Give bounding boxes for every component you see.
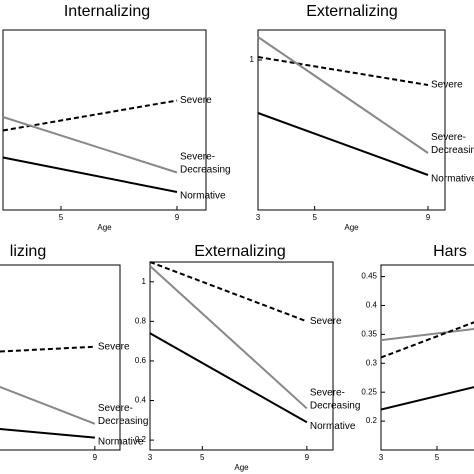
panel-title: Externalizing xyxy=(194,243,286,260)
series-line xyxy=(0,385,96,425)
x-tick-label: 9 xyxy=(93,453,98,462)
plot-frame xyxy=(2,29,207,211)
x-tick-label: 9 xyxy=(426,213,431,222)
y-tick-label: 0.35 xyxy=(361,329,377,338)
series-line xyxy=(149,261,308,323)
series-label: Severe xyxy=(431,80,463,91)
panel: Internalizing Age 5 9 Severe Severe-Decreasin… xyxy=(2,3,231,232)
x-tick-label: 3 xyxy=(379,453,384,462)
x-tick-label: 3 xyxy=(148,453,153,462)
panel-title: Externalizing xyxy=(306,3,398,20)
series-label: Severe-Decreasing xyxy=(180,151,231,175)
y-tick-label: 0.45 xyxy=(361,272,377,281)
panel-title: Internalizing xyxy=(64,3,150,20)
plot-frame xyxy=(380,264,474,451)
panel: Externalizing Age 3 5 9 1 Severe Severe-Decreas… xyxy=(250,3,474,232)
series-label: Severe-Decreasing xyxy=(431,132,474,156)
plot-frame xyxy=(149,261,334,451)
panel: Hars 3 5 0.2 0.25 0.3 0.35 0.4 0.45 xyxy=(361,243,474,462)
y-tick-label: 0.4 xyxy=(135,396,147,405)
plot-frame xyxy=(0,264,121,451)
series-line xyxy=(257,112,429,176)
series-line xyxy=(149,332,308,424)
y-tick-label: 0.3 xyxy=(366,358,378,367)
series-line xyxy=(257,36,429,154)
series-line xyxy=(2,99,178,132)
y-tick-label: 0.2 xyxy=(366,416,378,425)
x-tick-label: 5 xyxy=(59,213,64,222)
plot-frame xyxy=(257,29,446,211)
y-tick-label: 0.4 xyxy=(366,301,378,310)
panel: Externalizing Age 3 5 9 0.2 0.4 0.6 0.8 1 Severe Se… xyxy=(135,243,361,472)
panel-title: lizing xyxy=(10,243,46,260)
y-tick-label: 0.2 xyxy=(135,435,147,444)
series-line xyxy=(257,56,429,86)
x-tick-label: 9 xyxy=(175,213,180,222)
series-label: Severe xyxy=(310,316,342,327)
series-label: Severe-Decreasing xyxy=(310,387,361,411)
series-line xyxy=(0,427,95,439)
x-tick-label: 5 xyxy=(200,453,205,462)
series-label: Severe xyxy=(98,341,130,352)
y-tick-label: 1 xyxy=(250,55,255,64)
panel-title: Hars xyxy=(433,243,467,260)
y-tick-label: 1 xyxy=(142,277,147,286)
series-label: Normative xyxy=(180,191,226,202)
series-line xyxy=(0,345,95,353)
series-line xyxy=(380,321,474,359)
x-tick-label: 5 xyxy=(312,213,317,222)
x-tick-label: 3 xyxy=(256,213,261,222)
series-line xyxy=(149,265,308,410)
x-axis-label: Age xyxy=(97,223,112,232)
panel: lizing 9 Severe Severe-Decreasing Normative xyxy=(0,243,148,462)
series-label: Normative xyxy=(310,421,356,432)
y-tick-label: 0.25 xyxy=(361,387,377,396)
series-label: Normative xyxy=(98,436,144,447)
series-label: Severe-Decreasing xyxy=(98,402,149,426)
x-axis-label: Age xyxy=(234,463,249,472)
y-tick-label: 0.8 xyxy=(135,316,147,325)
series-line xyxy=(2,156,178,193)
series-line xyxy=(380,386,474,411)
series-label: Severe xyxy=(180,95,212,106)
series-line xyxy=(2,116,178,174)
series-line xyxy=(380,327,474,342)
x-tick-label: 5 xyxy=(435,453,440,462)
series-label: Normative xyxy=(431,174,474,185)
x-tick-label: 9 xyxy=(305,453,310,462)
y-tick-label: 0.6 xyxy=(135,356,147,365)
x-axis-label: Age xyxy=(344,223,359,232)
